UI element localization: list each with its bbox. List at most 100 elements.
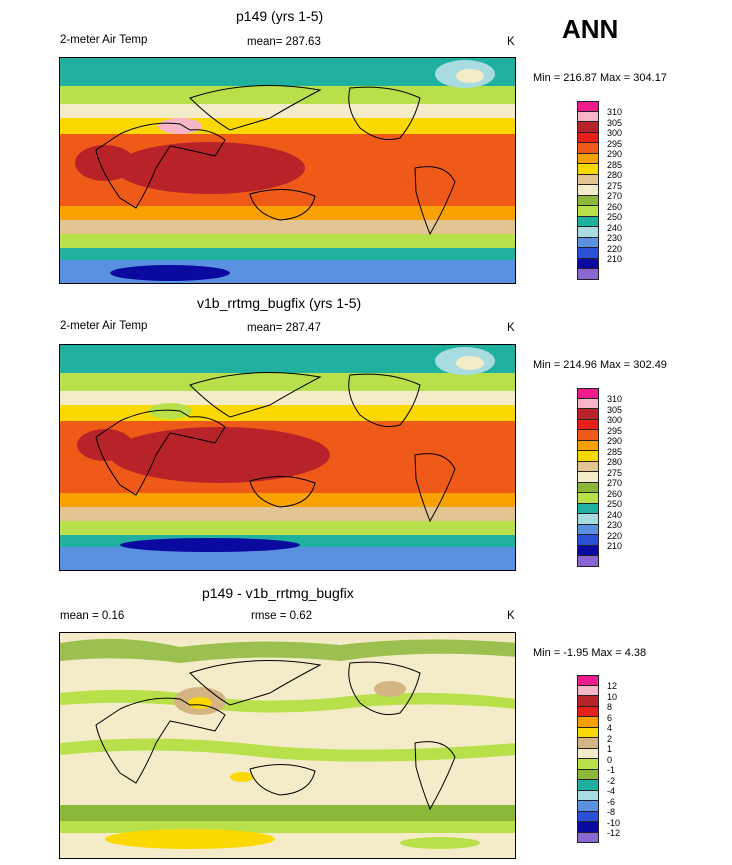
colorbar-swatch [577,451,599,462]
colorbar-label: 280 [607,457,623,467]
panel2-units: K [507,322,515,334]
panel3-minmax: Min = -1.95 Max = 4.38 [533,647,647,659]
colorbar-swatch [577,164,599,175]
panel3-rmse: rmse = 0.62 [251,610,313,622]
colorbar-label: 250 [607,212,623,222]
colorbar-swatch [577,388,599,399]
colorbar-label: -2 [607,775,616,786]
colorbar-label: 305 [607,117,623,128]
colorbar-label: -12 [607,828,621,838]
colorbar-label: 260 [607,488,623,499]
colorbar-label: 280 [607,170,623,180]
colorbar-swatch [577,409,599,420]
colorbar-label: 270 [607,478,623,488]
colorbar-swatch [577,780,599,791]
colorbar-label: 285 [607,159,623,170]
colorbar-swatch [577,419,599,430]
colorbar-swatch [577,269,599,280]
colorbar-swatch [577,685,599,696]
panel1-minmax: Min = 216.87 Max = 304.17 [533,72,667,84]
colorbar-label: 270 [607,191,623,201]
colorbar-swatch [577,216,599,227]
colorbar-swatch [577,769,599,780]
colorbar-label: -10 [607,817,621,828]
colorbar-label: -4 [607,786,616,796]
colorbar-swatch [577,556,599,567]
panel1-mean: mean= 287.63 [247,36,321,48]
colorbar-label: 285 [607,446,623,457]
colorbar-swatch [577,472,599,483]
colorbar-label: 220 [607,243,623,254]
colorbar-swatch [577,503,599,514]
colorbar-label: 300 [607,128,623,138]
colorbar-swatch [577,195,599,206]
colorbar-label: 230 [607,520,623,530]
panel1-map [59,57,516,284]
colorbar-swatch [577,153,599,164]
colorbar-label: 300 [607,415,623,425]
colorbar-swatch [577,258,599,269]
colorbar-label: -8 [607,807,616,817]
panel3-mean: mean = 0.16 [60,610,125,622]
colorbar-label: 220 [607,530,623,541]
panel3-title: p149 - v1b_rrtmg_bugfix [202,585,354,601]
colorbar-swatch [577,132,599,143]
colorbar-swatch [577,111,599,122]
colorbar-label: 10 [607,691,618,702]
colorbar-label: 12 [607,681,618,691]
colorbar-label: 275 [607,467,623,478]
colorbar-swatch [577,727,599,738]
colorbar-swatch [577,801,599,812]
colorbar-swatch [577,461,599,472]
colorbar-swatch [577,237,599,248]
colorbar-swatch [577,248,599,259]
panel1-variable: 2-meter Air Temp [60,34,148,46]
colorbar-swatch [577,398,599,409]
colorbar-swatch [577,535,599,546]
colorbar-swatch [577,811,599,822]
colorbar-swatch [577,493,599,504]
colorbar-swatch [577,206,599,217]
colorbar-label: 2 [607,733,613,744]
colorbar-swatch [577,185,599,196]
colorbar-swatch [577,696,599,707]
colorbar-swatch [577,122,599,133]
colorbar-swatch [577,545,599,556]
colorbar-swatch [577,430,599,441]
colorbar-swatch [577,143,599,154]
panel2-title: v1b_rrtmg_bugfix (yrs 1-5) [197,295,362,311]
colorbar-label: 275 [607,180,623,191]
colorbar-label: 210 [607,541,623,551]
colorbar-label: 240 [607,222,623,233]
panel2-colorbar: 310 305 300 295 290 285 280 275 270 260 … [577,388,622,567]
colorbar-swatch [577,524,599,535]
colorbar-swatch [577,227,599,238]
colorbar-label: 8 [607,702,613,712]
colorbar-swatch [577,514,599,525]
colorbar-label: 260 [607,201,623,212]
colorbar-label: 1 [607,744,613,754]
colorbar-swatch [577,822,599,833]
colorbar-label: 290 [607,436,623,446]
colorbar-label: 250 [607,499,623,509]
colorbar-label: 230 [607,233,623,243]
panel3-units: K [507,610,515,622]
panel1-title: p149 (yrs 1-5) [236,8,324,24]
colorbar-label: -6 [607,796,616,807]
panel2-mean: mean= 287.47 [247,322,321,334]
colorbar-label: 240 [607,509,623,520]
colorbar-label: 295 [607,425,623,436]
panel1-colorbar: 310 305 300 295 290 285 280 275 270 260 … [577,101,622,280]
colorbar-swatch [577,759,599,770]
colorbar-label: 0 [607,754,613,765]
colorbar-swatch [577,440,599,451]
colorbar-label: -1 [607,765,616,775]
colorbar-label: 295 [607,138,623,149]
colorbar-label: 210 [607,254,623,264]
season-label: ANN [562,14,619,44]
colorbar-swatch [577,832,599,843]
panel3-colorbar: 12 10 8 6 4 2 1 0 -1 -2 -4 -6 -8 -10 -12 [577,675,620,843]
colorbar-label: 4 [607,723,613,733]
panel1-units: K [507,36,515,48]
colorbar-label: 6 [607,712,613,723]
